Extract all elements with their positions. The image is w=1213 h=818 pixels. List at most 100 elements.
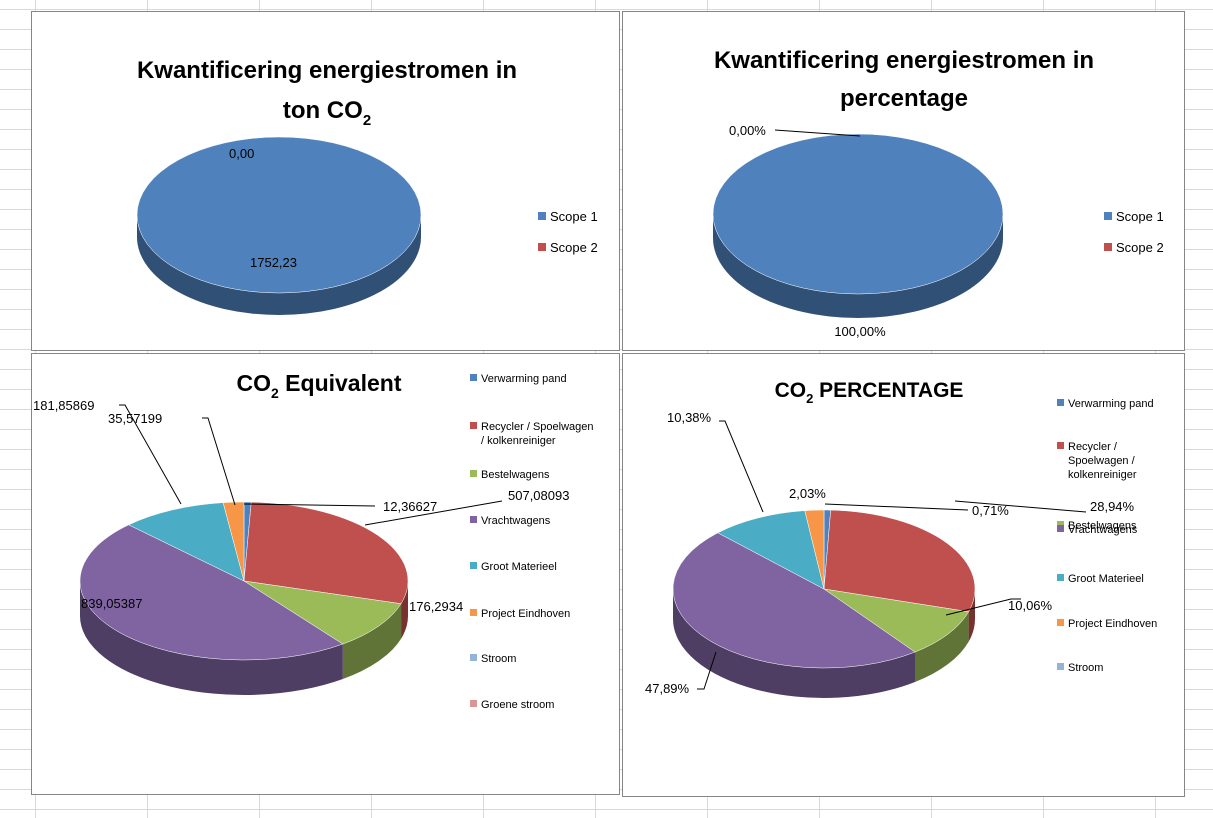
pie-slice-3 — [243, 580, 402, 645]
legend-label: Vrachtwagens — [1068, 524, 1138, 536]
chart-svg: Kwantificering energiestromen in ton CO2… — [136, 57, 598, 315]
pie-sides — [137, 215, 421, 315]
pie-slice-5 — [128, 502, 245, 582]
pie — [672, 509, 976, 698]
pie-slice-side-4 — [673, 589, 915, 698]
chart-co2-percentage[interactable]: CO2 PERCENTAGE 10,38% 2,03% 0,71% 28,94%… — [622, 353, 1185, 797]
legend-label: Recycler / Spoelwagen — [481, 421, 594, 433]
data-label: 10,06% — [1008, 598, 1053, 613]
leader-line — [119, 404, 182, 505]
pie-slice-6 — [804, 509, 825, 590]
pie-slice-side-1 — [713, 214, 1003, 318]
legend-label: Groot Materieel — [481, 561, 557, 573]
chart-svg: CO2 Equivalent 181,85869 35,57199 12,366… — [33, 370, 594, 711]
legend-label: Vrachtwagens — [481, 515, 551, 527]
legend: Scope 1 Scope 2 — [538, 209, 598, 255]
legend-swatch — [470, 609, 477, 616]
chart-title-line-2: ton CO2 — [283, 97, 371, 129]
leader-line — [243, 503, 376, 507]
data-label: 10,38% — [667, 410, 712, 425]
leader-line — [774, 129, 861, 137]
legend-swatch — [1104, 212, 1112, 220]
pie-slice-side-2 — [968, 589, 975, 642]
legend-swatch — [1057, 442, 1064, 449]
data-label: 12,36627 — [383, 499, 437, 514]
data-label: 0,00 — [229, 146, 254, 161]
legend-swatch — [1057, 574, 1064, 581]
leader-line — [364, 500, 503, 526]
pie-slice-2 — [823, 509, 976, 613]
data-label: 28,94% — [1090, 499, 1135, 514]
leader-line — [945, 598, 1021, 616]
chart-title-line-1: Kwantificering energiestromen in — [714, 47, 1094, 74]
data-label: 35,57199 — [108, 411, 162, 426]
chart-scope-percentage[interactable]: Kwantificering energiestromen in percent… — [622, 11, 1185, 351]
chart-title-line-2: percentage — [840, 85, 968, 112]
leader-line — [954, 500, 1087, 513]
leader-line — [697, 651, 717, 690]
chart-svg: CO2 PERCENTAGE 10,38% 2,03% 0,71% 28,94%… — [645, 379, 1157, 698]
pie — [712, 133, 1004, 318]
legend-swatch — [1057, 525, 1064, 532]
chart-co2-equivalent[interactable]: CO2 Equivalent 181,85869 35,57199 12,366… — [31, 353, 620, 795]
pie-slice-1 — [712, 133, 1004, 295]
legend-label: Scope 1 — [1116, 209, 1164, 224]
legend-label: Scope 1 — [550, 209, 598, 224]
legend-label: kolkenreiniger — [1068, 469, 1137, 481]
data-label: 100,00% — [834, 324, 886, 339]
leader-line — [824, 503, 969, 511]
data-label: 2,03% — [789, 486, 826, 501]
legend-swatch — [538, 243, 546, 251]
legend-label: Verwarming pand — [481, 373, 567, 385]
legend: Verwarming pand Recycler / Spoelwagen / ko… — [470, 373, 594, 711]
chart-title: CO2 Equivalent — [237, 370, 402, 401]
legend-label: / kolkenreiniger — [481, 435, 556, 447]
legend-swatch — [538, 212, 546, 220]
legend-label: Recycler / — [1068, 441, 1118, 453]
legend: Scope 1 Scope 2 — [1104, 209, 1164, 255]
data-label: 1752,23 — [250, 255, 297, 270]
legend-swatch — [1057, 619, 1064, 626]
chart-scope-tons[interactable]: Kwantificering energiestromen in ton CO2… — [31, 11, 620, 351]
legend-label: Bestelwagens — [1068, 520, 1137, 532]
data-label: 181,85869 — [33, 398, 94, 413]
pie-slice-side-3 — [914, 611, 969, 683]
leader-line — [202, 417, 236, 506]
pie — [79, 501, 409, 695]
pie — [136, 136, 422, 315]
legend-swatch — [1104, 243, 1112, 251]
legend-swatch — [470, 470, 477, 477]
pie-slice-side-3 — [342, 603, 402, 680]
pie-slice-5 — [717, 510, 825, 590]
pie-sides — [79, 581, 408, 695]
legend-label: Spoelwagen / — [1068, 455, 1136, 467]
data-label: 47,89% — [645, 681, 690, 696]
legend-label: Stroom — [481, 653, 516, 665]
data-label: 0,00% — [729, 123, 766, 138]
data-label: 507,08093 — [508, 488, 569, 503]
pie-slice-6 — [222, 501, 245, 582]
pie-slice-3 — [823, 588, 970, 653]
chart-svg: Kwantificering energiestromen in percent… — [712, 47, 1164, 339]
data-label: 0,71% — [972, 503, 1009, 518]
legend-swatch — [1057, 399, 1064, 406]
legend-label: Project Eindhoven — [1068, 618, 1157, 630]
legend: Verwarming pand Recycler / Spoelwagen / kol… — [1057, 398, 1157, 674]
pie-slice-1 — [136, 136, 422, 294]
pie-slice-4 — [672, 532, 916, 669]
legend-swatch — [1057, 521, 1064, 528]
legend-swatch — [470, 516, 477, 523]
pie-slice-side-1 — [137, 215, 421, 315]
legend-swatch — [1057, 663, 1064, 670]
leader-line — [719, 420, 764, 513]
legend-label: Stroom — [1068, 662, 1103, 674]
legend-label: Project Eindhoven — [481, 608, 570, 620]
legend-label: Bestelwagens — [481, 469, 550, 481]
legend-swatch — [470, 654, 477, 661]
legend-swatch — [470, 562, 477, 569]
legend-label: Scope 2 — [550, 240, 598, 255]
pie-slice-side-2 — [401, 581, 408, 639]
legend-swatch — [470, 700, 477, 707]
legend-label: Groene stroom — [481, 699, 554, 711]
pie-slice-4 — [79, 524, 344, 661]
